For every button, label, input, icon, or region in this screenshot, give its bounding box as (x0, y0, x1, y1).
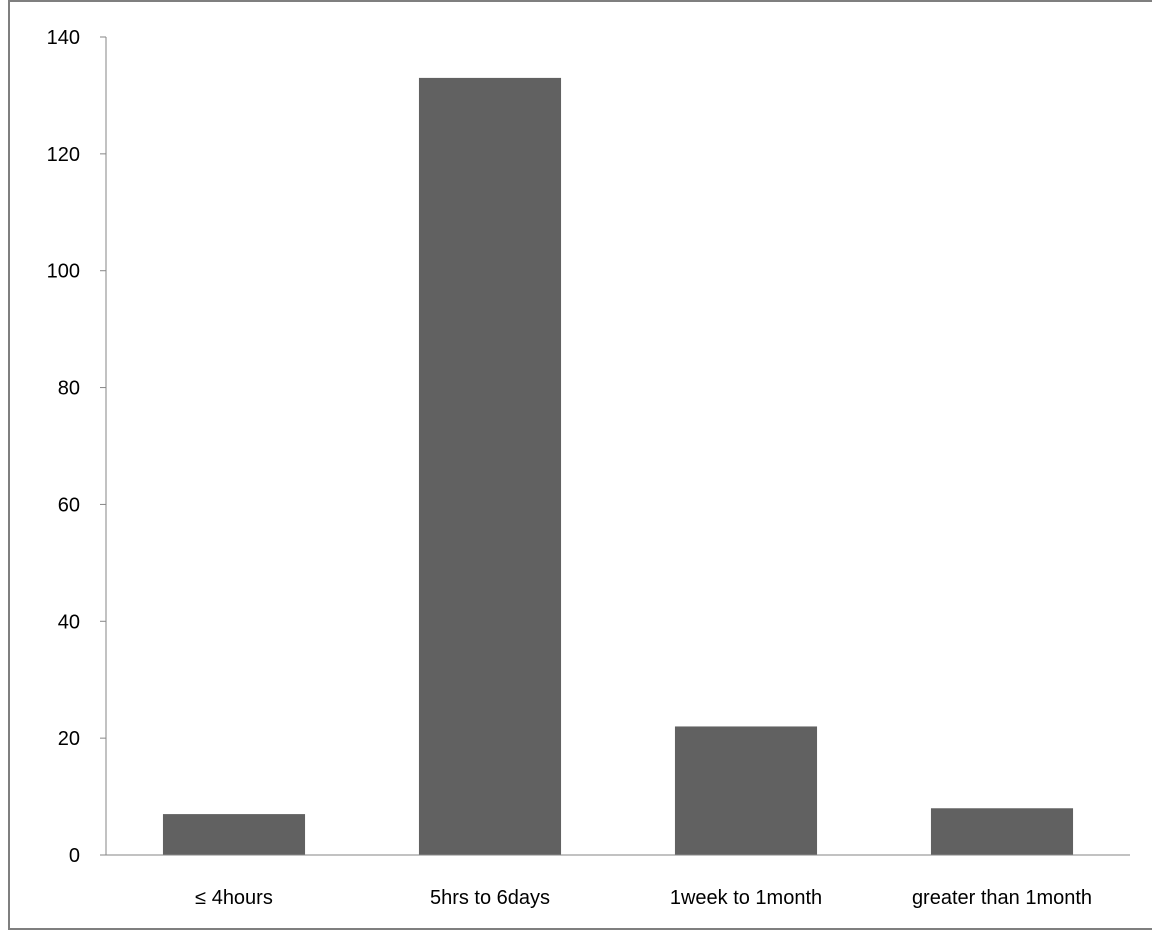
y-tick-label: 20 (58, 728, 80, 750)
x-category-label: 5hrs to 6days (430, 887, 550, 909)
chart-frame (8, 0, 1152, 930)
bar (418, 77, 562, 855)
bar (674, 726, 818, 855)
x-category-label: greater than 1month (912, 887, 1092, 909)
bar (930, 808, 1074, 855)
y-tick-label: 40 (58, 611, 80, 633)
y-tick-label: 0 (69, 845, 80, 867)
y-tick-label: 80 (58, 378, 80, 400)
y-tick-label: 120 (47, 144, 80, 166)
y-tick-label: 60 (58, 494, 80, 516)
x-axis-labels: ≤ 4hours 5hrs to 6days 1week to 1month grea… (195, 887, 1092, 909)
bar-series (162, 77, 1074, 855)
y-tick-label: 100 (47, 261, 80, 283)
y-axis-ticks: 0 20 40 60 80 100 120 140 (47, 27, 106, 867)
y-tick-label: 140 (47, 27, 80, 49)
bar (162, 814, 306, 855)
x-category-label: ≤ 4hours (195, 887, 273, 909)
x-category-label: 1week to 1month (670, 887, 822, 909)
